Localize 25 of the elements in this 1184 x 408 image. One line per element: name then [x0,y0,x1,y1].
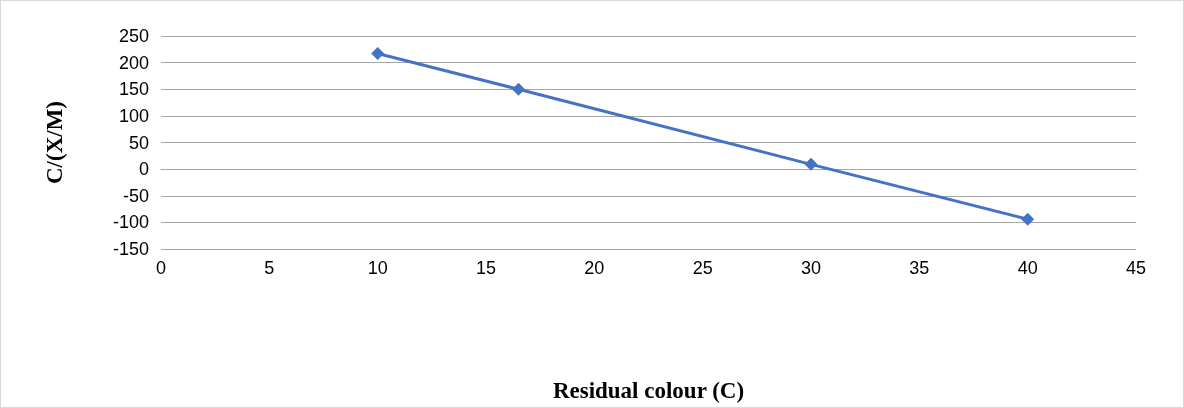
x-tick-label: 30 [800,258,822,278]
x-tick-label: 40 [1017,258,1038,278]
x-tick-label: 0 [155,258,167,278]
x-axis-title: Residual colour (C) [552,378,745,403]
x-tick-label: 15 [475,258,497,278]
y-tick-label: 200 [118,52,149,73]
y-tick-label: -150 [112,239,149,259]
y-tick-label: 100 [118,105,149,126]
point [371,47,385,61]
point [1021,212,1035,226]
y-tick-label: 0 [138,159,149,180]
y-tick-label: -50 [122,185,149,206]
x-tick-label: 10 [367,258,388,278]
x-tick-label: 5 [264,258,275,278]
y-tick-label: 50 [128,132,149,153]
x-tick-label: 20 [584,258,605,278]
x-tick-label: 45 [1125,258,1147,278]
x-tick-label: 35 [909,258,930,278]
y-tick-label: 150 [118,79,149,100]
point [512,82,525,96]
y-axis-title: C/(X/M) [42,100,67,185]
point [804,157,818,171]
y-tick-label: -100 [112,212,149,233]
x-tick-label: 25 [692,258,713,278]
y-tick-label: 250 [118,26,149,46]
